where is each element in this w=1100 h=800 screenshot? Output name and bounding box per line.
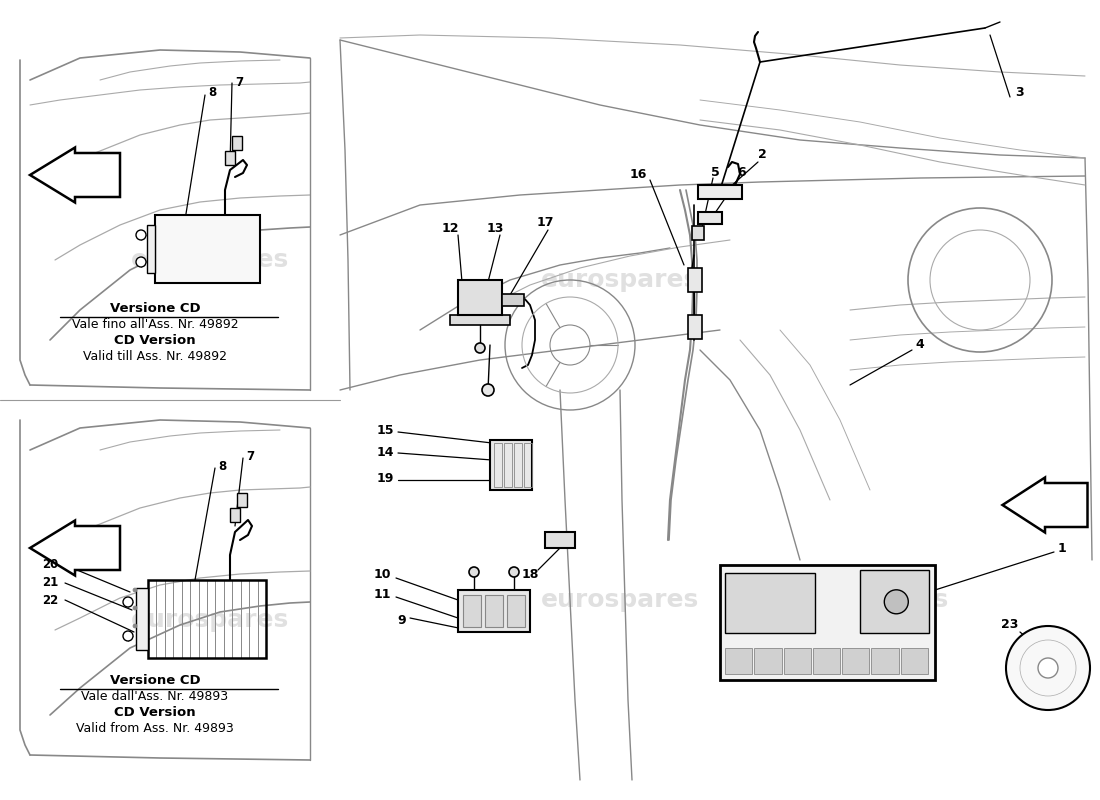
Text: 12: 12 (441, 222, 459, 234)
Text: 4: 4 (915, 338, 924, 351)
Bar (148, 580, 266, 658)
Bar (783, 648, 811, 674)
Text: CD Version: CD Version (114, 334, 196, 347)
Text: 6: 6 (738, 166, 746, 179)
Bar (843, 648, 869, 674)
Text: 14: 14 (376, 446, 394, 458)
Circle shape (1038, 658, 1058, 678)
Bar (136, 588, 149, 650)
Bar (688, 268, 702, 292)
Text: CD Version: CD Version (114, 706, 196, 719)
Bar (871, 648, 899, 674)
Bar (230, 508, 240, 522)
Bar (502, 294, 524, 306)
Text: 13: 13 (486, 222, 504, 234)
Text: eurospares: eurospares (541, 588, 700, 612)
Text: Valid till Ass. Nr. 49892: Valid till Ass. Nr. 49892 (82, 350, 227, 363)
Bar (514, 443, 522, 487)
Circle shape (1006, 626, 1090, 710)
Text: 23: 23 (1001, 618, 1019, 631)
Text: Vale fino all'Ass. Nr. 49892: Vale fino all'Ass. Nr. 49892 (72, 318, 239, 331)
Bar (698, 212, 722, 224)
Bar (490, 440, 532, 490)
Text: 21: 21 (42, 577, 58, 590)
Text: 9: 9 (398, 614, 406, 626)
Bar (507, 595, 525, 627)
Bar (494, 443, 502, 487)
Circle shape (482, 384, 494, 396)
Bar (860, 570, 928, 634)
Text: 19: 19 (376, 471, 394, 485)
Polygon shape (30, 521, 120, 575)
Text: 15: 15 (376, 423, 394, 437)
Bar (450, 315, 510, 325)
Bar (524, 443, 532, 487)
Text: eurospares: eurospares (541, 268, 700, 292)
Text: 18: 18 (521, 569, 539, 582)
Circle shape (469, 567, 478, 577)
Circle shape (123, 597, 133, 607)
Circle shape (123, 631, 133, 641)
Text: Versione CD: Versione CD (110, 302, 200, 314)
Circle shape (133, 624, 138, 628)
Circle shape (475, 343, 485, 353)
Circle shape (136, 257, 146, 267)
Bar (504, 443, 512, 487)
Circle shape (133, 606, 138, 610)
Text: 8: 8 (218, 459, 227, 473)
Bar (755, 648, 782, 674)
Text: 17: 17 (537, 215, 553, 229)
Bar (226, 151, 235, 165)
Bar (813, 648, 840, 674)
Text: 7: 7 (235, 75, 243, 89)
Text: eurospares: eurospares (131, 608, 289, 632)
Bar (725, 648, 752, 674)
Text: 10: 10 (373, 569, 390, 582)
Text: 16: 16 (629, 169, 647, 182)
Bar (236, 493, 248, 507)
Bar (692, 226, 704, 240)
Text: 3: 3 (1015, 86, 1024, 99)
Bar (147, 225, 155, 273)
Bar (463, 595, 481, 627)
Bar (458, 280, 502, 315)
Text: 7: 7 (246, 450, 254, 462)
Bar (698, 185, 742, 199)
Polygon shape (30, 147, 120, 202)
Bar (485, 595, 503, 627)
Text: eurospares: eurospares (791, 588, 949, 612)
Bar (544, 532, 575, 548)
Circle shape (884, 590, 909, 614)
Text: Versione CD: Versione CD (110, 674, 200, 686)
Text: 5: 5 (711, 166, 719, 179)
Bar (901, 648, 928, 674)
Polygon shape (1002, 478, 1088, 533)
Circle shape (133, 588, 138, 592)
Bar (458, 590, 530, 632)
Text: 2: 2 (758, 149, 767, 162)
Text: 22: 22 (42, 594, 58, 606)
Bar (155, 215, 260, 283)
Text: eurospares: eurospares (131, 248, 289, 272)
Text: Valid from Ass. Nr. 49893: Valid from Ass. Nr. 49893 (76, 722, 234, 735)
Circle shape (136, 230, 146, 240)
Text: 20: 20 (42, 558, 58, 571)
Bar (232, 136, 242, 150)
Text: 11: 11 (373, 589, 390, 602)
Circle shape (509, 567, 519, 577)
Text: 8: 8 (208, 86, 217, 99)
Bar (688, 315, 702, 339)
Text: 1: 1 (1057, 542, 1066, 554)
Bar (725, 573, 815, 633)
Text: Vale dall'Ass. Nr. 49893: Vale dall'Ass. Nr. 49893 (81, 690, 229, 703)
Bar (720, 565, 935, 680)
